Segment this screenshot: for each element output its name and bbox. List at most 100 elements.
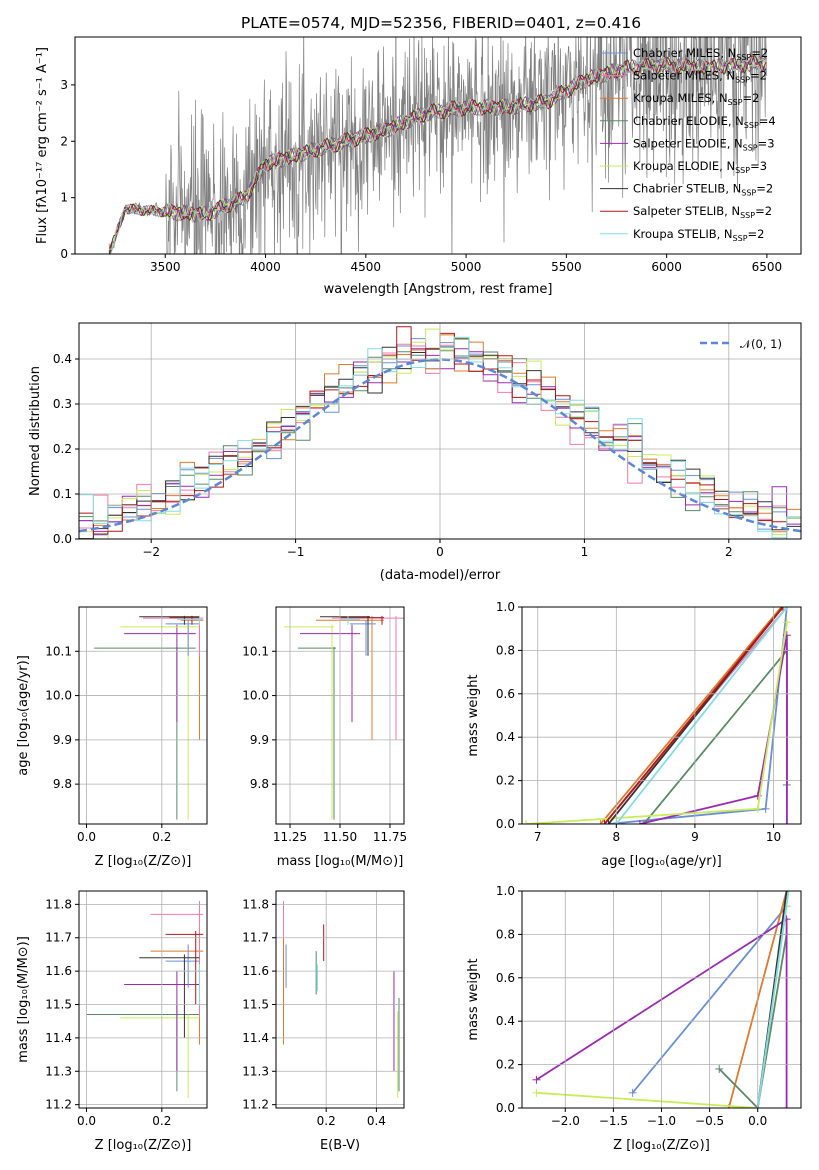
y-axis-label: Normed distribution [28,366,43,496]
model-spectrum-salpeter_stelib [108,55,767,253]
x-tick-label: 0.0 [77,830,96,844]
spectrum-panel: 3500 4000 4500 5000 5500 6000 6500 0 1 2 3 waveleng… [35,36,802,297]
legend-entry: Kroupa ELODIE, NSSP=3 [633,159,767,175]
mass-vs-metallicity-panel: 0.0 0.2 11.2 11.3 11.4 11.5 11.6 11.7 11.8 Z [log… [16,890,208,1153]
y-tick-label: 9.9 [53,733,72,747]
x-axis-label: (data-model)/error [380,568,501,583]
y-tick-label: 1.0 [496,600,515,614]
legend-value: =2 [750,69,767,83]
legend-text: Kroupa ELODIE, N [633,159,735,173]
y-tick-label: 0 [60,247,68,261]
legend-subscript: SSP [735,166,750,175]
plot-area [532,891,793,1108]
legend-value: =2 [748,227,765,241]
y-tick-label: 10.0 [45,689,72,703]
axes-frame [275,890,405,1109]
y-tick-label: 0.3 [53,397,72,411]
legend-entry: Salpeter MILES, NSSP=2 [633,69,767,85]
y-tick-label: 11.4 [45,1031,72,1045]
x-tick-label: 10 [766,830,781,844]
y-tick-label: 11.5 [45,998,72,1012]
y-tick-label: 0.2 [53,442,72,456]
x-tick-label: −1.0 [647,1114,676,1128]
x-tick-label: −1 [287,545,305,559]
y-tick-label: 0.6 [496,687,515,701]
legend-text: Salpeter ELODIE, N [633,136,743,150]
legend-entry: 𝒩(0, 1) [740,337,782,351]
y-tick-label: 0.0 [496,817,515,831]
legend-entry: Salpeter STELIB, NSSP=2 [633,204,772,220]
figure-title: PLATE=0574, MJD=52356, FIBERID=0401, z=0… [241,14,641,32]
y-axis-label: Flux [fλ10⁻¹⁷ erg cm⁻² s⁻¹ A⁻¹] [35,47,50,244]
legend-value: =2 [756,182,773,196]
legend-subscript: SSP [740,211,755,220]
x-tick-label: 5000 [451,260,482,274]
x-tick-label: 1 [581,545,589,559]
axes-frame [74,36,802,255]
y-tick-label: 11.2 [242,1098,269,1112]
axes-frame [275,606,405,825]
y-tick-label: 11.3 [242,1064,269,1078]
y-tick-label: 1.0 [496,884,515,898]
data-spectrum-line [108,37,767,254]
x-axis-label: Z [log₁₀(Z/Z⊙)] [613,1138,710,1153]
y-axis-label: age [log₁₀(age/yr)] [16,655,31,776]
x-tick-label: −0.5 [695,1114,724,1128]
legend-value: =2 [743,91,760,105]
x-tick-label: 11.75 [373,830,407,844]
y-tick-label: 0.6 [496,971,515,985]
mass-weight-line-salpeter_elodie [639,635,788,824]
y-tick-label: 10.0 [242,689,269,703]
mass-weight-line-kroupa_stelib [756,891,790,1108]
y-tick-label: 11.3 [45,1064,72,1078]
y-tick-label: 10.1 [242,644,269,658]
x-tick-label: 4000 [250,260,281,274]
legend-text: Kroupa STELIB, N [633,227,733,241]
mass-weight-line-salpeter_stelib [603,607,784,824]
axes-frame [521,606,802,825]
plot-area [86,901,204,1098]
x-tick-label: 7 [534,830,542,844]
y-tick-label: 2 [60,134,68,148]
legend-text: Kroupa MILES, N [633,91,728,105]
x-tick-label: 0.2 [317,1114,336,1128]
plot-area [522,607,791,824]
legend-entry: Chabrier STELIB, NSSP=2 [633,182,773,198]
plot-area [108,37,767,254]
y-tick-label: 11.6 [45,964,72,978]
legend-entry: Chabrier MILES, NSSP=2 [633,46,768,62]
x-axis-label: Z [log₁₀(Z/Z⊙)] [95,854,192,869]
x-tick-label: 2 [725,545,733,559]
x-axis-label: Z [log₁₀(Z/Z⊙)] [95,1138,192,1153]
x-axis-label: E(B-V) [320,1138,360,1153]
x-tick-label: 11.25 [273,830,307,844]
mass-weight-vs-age-panel: 7 8 9 10 0.0 0.2 0.4 0.6 0.8 1.0 age [log₁₀(age/yr… [466,600,802,869]
x-tick-label: 0.2 [152,1114,171,1128]
y-tick-label: 11.8 [45,897,72,911]
y-tick-label: 0.4 [53,352,72,366]
legend-subscript: SSP [744,121,759,130]
y-tick-label: 11.7 [45,931,72,945]
x-axis-label: mass [log₁₀(M/M⊙)] [277,854,404,869]
residual-histogram-panel: −2 −1 0 1 2 0.0 0.1 0.2 0.3 0.4 (data-model)/error… [28,322,802,583]
y-tick-label: 11.7 [242,931,269,945]
axes-frame [521,890,802,1109]
y-axis-label: mass weight [466,958,481,1040]
x-tick-label: 0.0 [748,1114,767,1128]
legend-subscript: SSP [728,98,743,107]
legend-text: Chabrier STELIB, N [633,182,741,196]
y-tick-label: 9.8 [53,777,72,791]
legend-value: =3 [758,136,775,150]
y-tick-label: 0.2 [496,774,515,788]
legend-subscript: SSP [733,234,748,243]
legend-subscript: SSP [743,143,758,152]
y-tick-label: 1 [60,191,68,205]
x-tick-label: 6000 [651,260,682,274]
y-tick-label: 11.8 [242,897,269,911]
legend-subscript: SSP [736,53,751,62]
y-tick-label: 9.8 [250,777,269,791]
x-tick-label: −1.5 [599,1114,628,1128]
x-tick-label: 0 [436,545,444,559]
y-tick-label: 10.1 [45,644,72,658]
